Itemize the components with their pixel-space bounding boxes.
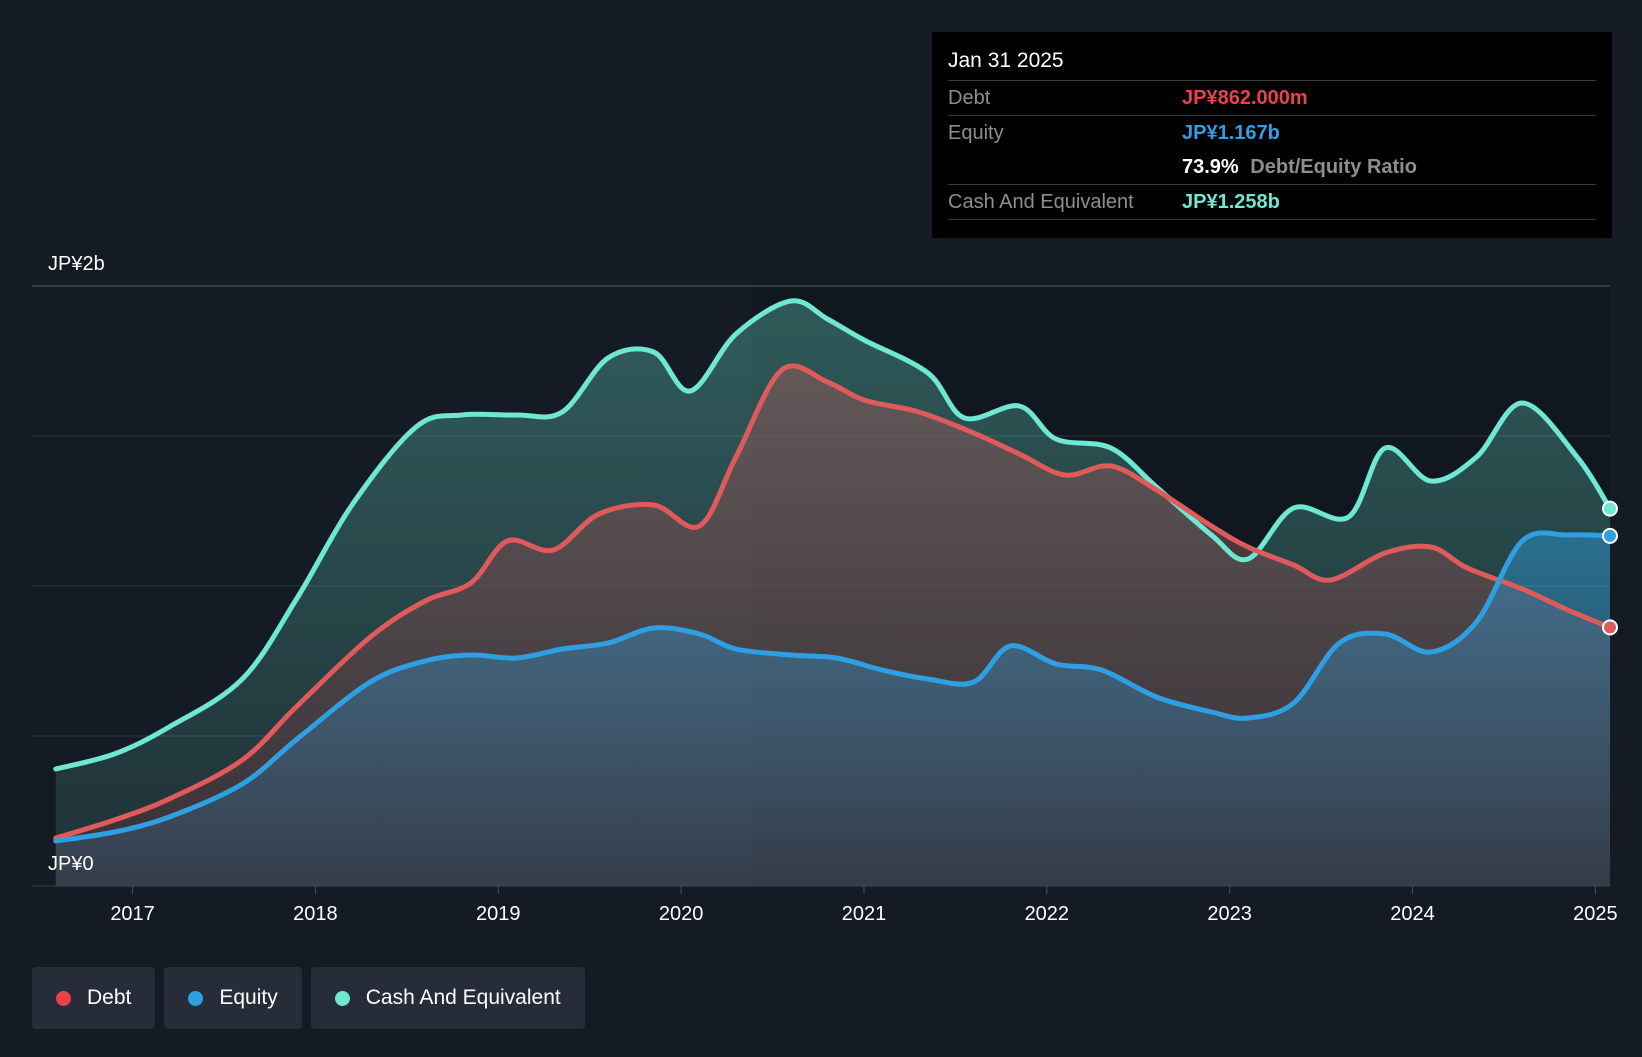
debt-end-marker <box>1602 619 1618 636</box>
legend: Debt Equity Cash And Equivalent <box>32 967 594 1029</box>
tooltip-ratio-label: Debt/Equity Ratio <box>1250 156 1417 178</box>
tooltip-date: Jan 31 2025 <box>948 46 1596 81</box>
series-areas <box>55 300 1610 886</box>
debt-line <box>53 363 1610 841</box>
equity-area <box>55 532 1610 886</box>
series-lines <box>53 298 1610 844</box>
legend-label-debt: Debt <box>87 986 132 1009</box>
x-axis-ticks: 2017 2018 2019 2020 2021 2022 2023 2024 2025 <box>110 886 1618 925</box>
x-tick-label-2022: 2022 <box>1025 903 1070 925</box>
tooltip-row-equity: Equity JP¥1.167b <box>948 116 1596 150</box>
tooltip-row-cash: Cash And Equivalent JP¥1.258b <box>948 185 1596 220</box>
legend-label-cash: Cash And Equivalent <box>365 986 561 1009</box>
cash-and-equivalent-line <box>53 298 1610 772</box>
equity-line <box>53 530 1610 844</box>
x-tick-label-2021: 2021 <box>842 903 887 925</box>
legend-item-cash[interactable]: Cash And Equivalent <box>310 967 585 1029</box>
y-axis-top-label: JP¥2b <box>48 253 105 275</box>
x-tick-label-2020: 2020 <box>659 903 704 925</box>
tooltip-debt-value: JP¥862.000m <box>1182 87 1308 109</box>
legend-item-equity[interactable]: Equity <box>164 967 302 1029</box>
tooltip-cash-label: Cash And Equivalent <box>948 191 1134 213</box>
x-tick-label-2019: 2019 <box>476 903 521 925</box>
equity-end-marker <box>1602 527 1618 544</box>
series-end-markers <box>1602 500 1618 636</box>
legend-label-equity: Equity <box>219 986 278 1009</box>
tooltip-ratio-value: 73.9% <box>1182 156 1239 178</box>
x-tick-label-2018: 2018 <box>293 903 338 925</box>
tooltip-equity-value: JP¥1.167b <box>1182 122 1280 144</box>
tooltip-cash-value: JP¥1.258b <box>1182 191 1280 213</box>
cash-dot-icon <box>334 990 350 1006</box>
x-tick-label-2024: 2024 <box>1390 903 1435 925</box>
equity-dot-icon <box>188 990 204 1006</box>
legend-item-debt[interactable]: Debt <box>32 967 156 1029</box>
debt-dot-icon <box>56 990 71 1006</box>
tooltip-equity-label: Equity <box>948 122 1004 144</box>
tooltip-row-ratio: 73.9% Debt/Equity Ratio <box>948 150 1596 185</box>
x-tick-label-2025: 2025 <box>1573 903 1618 925</box>
tooltip-row-debt: Debt JP¥862.000m <box>948 81 1596 116</box>
x-tick-label-2023: 2023 <box>1207 903 1252 925</box>
tooltip-debt-label: Debt <box>948 87 991 109</box>
cash-and-equivalent-end-marker <box>1602 500 1618 517</box>
tooltip-panel: Jan 31 2025 Debt JP¥862.000m Equity JP¥1… <box>932 32 1612 238</box>
y-axis-bottom-label: JP¥0 <box>48 853 94 875</box>
x-tick-label-2017: 2017 <box>110 903 155 925</box>
